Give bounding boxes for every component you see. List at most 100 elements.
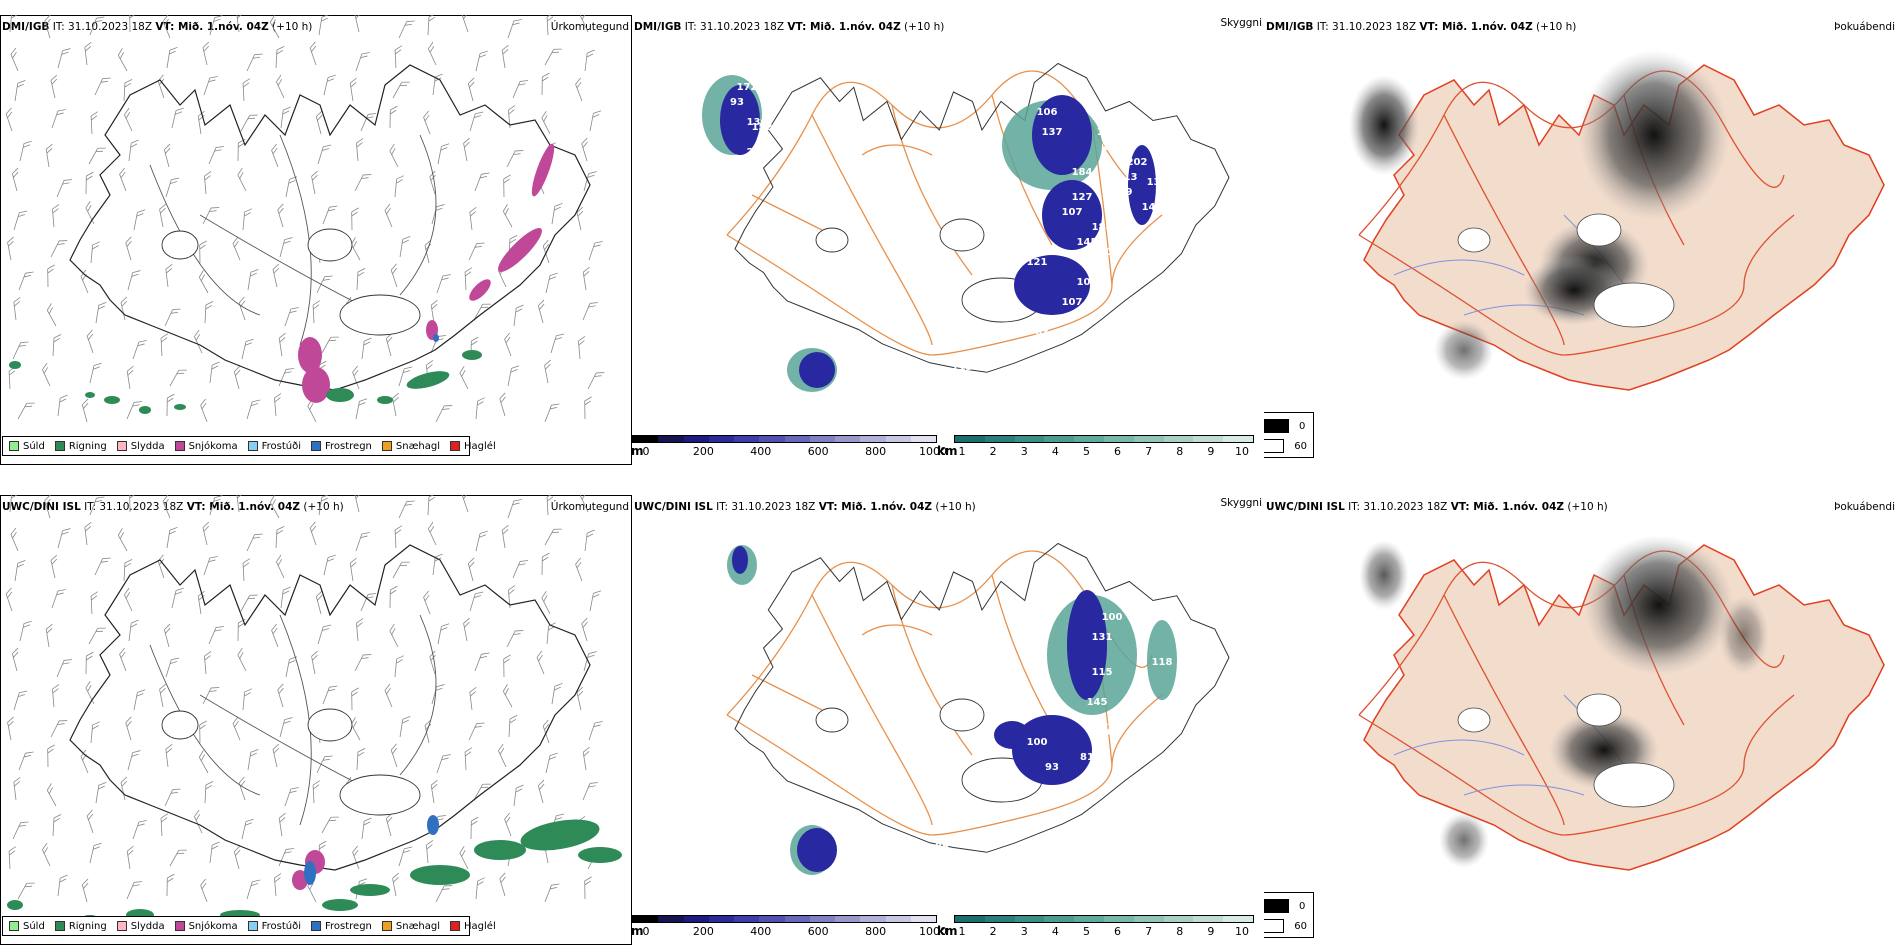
wind-barb [117,48,128,72]
wind-barb [157,74,165,99]
wind-barb [588,241,603,261]
wind-barb [501,44,509,69]
wind-barb [89,362,102,384]
legend-swatch [381,921,392,931]
wind-barb [44,495,51,519]
fog-title: Þokuábendi [1834,501,1895,513]
wind-barb [202,207,220,225]
iceland-outline [734,542,1230,853]
glacier-outline [1593,282,1675,328]
wind-barb [127,750,141,771]
wind-barb [133,689,146,711]
wind-barb [506,630,524,648]
wind-barb [545,752,558,774]
visibility-label: 115 [1102,172,1123,183]
wind-barb [237,168,247,192]
wind-barb [468,242,485,261]
contour-line [149,164,261,316]
wind-barb [272,743,280,768]
wind-barb [90,241,101,264]
wind-barb [309,521,317,546]
visibility-label: 66 [1065,787,1079,798]
wind-barb [124,107,133,132]
lead-time: (+10 h) [1567,501,1608,513]
tick-label: 9 [1207,925,1215,938]
wind-barb [392,81,410,99]
legend-swatch [116,921,127,931]
wind-barb [537,299,545,324]
legend-swatch [9,921,19,931]
tick-label: 1 [958,925,966,938]
visibility-label: 113 [952,362,973,373]
legend-swatch [9,441,19,451]
wind-barb [551,202,563,225]
wind-barb [435,885,453,903]
wind-barb [274,393,282,417]
visibility-label: 121 [1027,257,1048,268]
wind-barb [10,527,19,552]
fog-map-dmi [1349,50,1885,391]
tick-label: 200 [692,925,714,938]
precip-type-title: Úrkomutegund [550,501,629,513]
visibility-label: 105 [1092,112,1113,123]
wind-barb [200,878,208,903]
wind-barb [544,528,562,546]
visibility-label: 172 [737,82,758,93]
wind-barb [384,203,393,228]
wind-barb [427,495,437,516]
wind-barb [126,365,134,390]
wind-barb [352,845,360,870]
frozen-rain-area [433,334,439,342]
wind-barb [165,657,180,678]
visibility-label: 138 [1102,142,1123,153]
wind-barb [513,304,524,327]
wind-barb [581,617,588,642]
colorbar-segment [1133,436,1164,442]
precip-legend: Súld Rigning Slydda Snjókoma Frostúði Fr… [2,436,496,456]
wind-barb [157,554,165,579]
road [1443,114,1565,346]
visibility-label: 81 [1080,752,1094,763]
wind-barb [398,500,415,519]
legend-item-sud: Súld [9,921,45,932]
map-frame [0,15,632,465]
wind-barb [581,137,588,162]
glaciers [1457,693,1675,808]
colorbar-segment [910,436,936,442]
visibility-label: 130 [747,117,768,128]
wind-barb [89,496,105,516]
visibility-label: 93 [1045,762,1059,773]
visibility-label: 63 [1035,327,1049,338]
colorbar-segment [1074,916,1104,922]
wind-barb [85,171,94,195]
precip-type-panel-uwc: UWC/DINI ISL IT: 31.10.2023 18Z VT: Mið.… [0,480,632,945]
wind-barb [160,813,169,837]
wind-barb [90,721,101,744]
valid-time: VT: Mið. 1.nóv. 04Z [818,501,933,513]
wind-barb [349,557,357,582]
wind-barb [349,77,357,102]
wind-barb [126,881,143,900]
colorbar-segment [683,916,709,922]
wind-barb [285,176,298,198]
wind-barb [194,329,203,354]
wind-barb [120,776,128,801]
visibility-label: 137 [1042,127,1063,138]
wind-barb [86,809,94,834]
wind-barb [11,167,19,192]
frozen-rain-area [304,815,439,885]
glacier-outline [307,228,353,262]
visibility-label: 34 [925,877,939,888]
wind-barb [117,528,128,552]
colorbar-segment [860,916,886,922]
wind-barb [278,332,286,357]
tick-label: 9 [1207,445,1215,458]
wind-barb [165,263,173,288]
wind-barb [242,78,251,102]
precip-map-uwc [5,495,622,925]
wind-barb [5,587,13,612]
init-time: IT: 31.10.2023 18Z [716,501,816,513]
wind-barb [475,397,486,420]
wind-barb [390,743,398,768]
visibility-label: 173 [1102,717,1123,728]
